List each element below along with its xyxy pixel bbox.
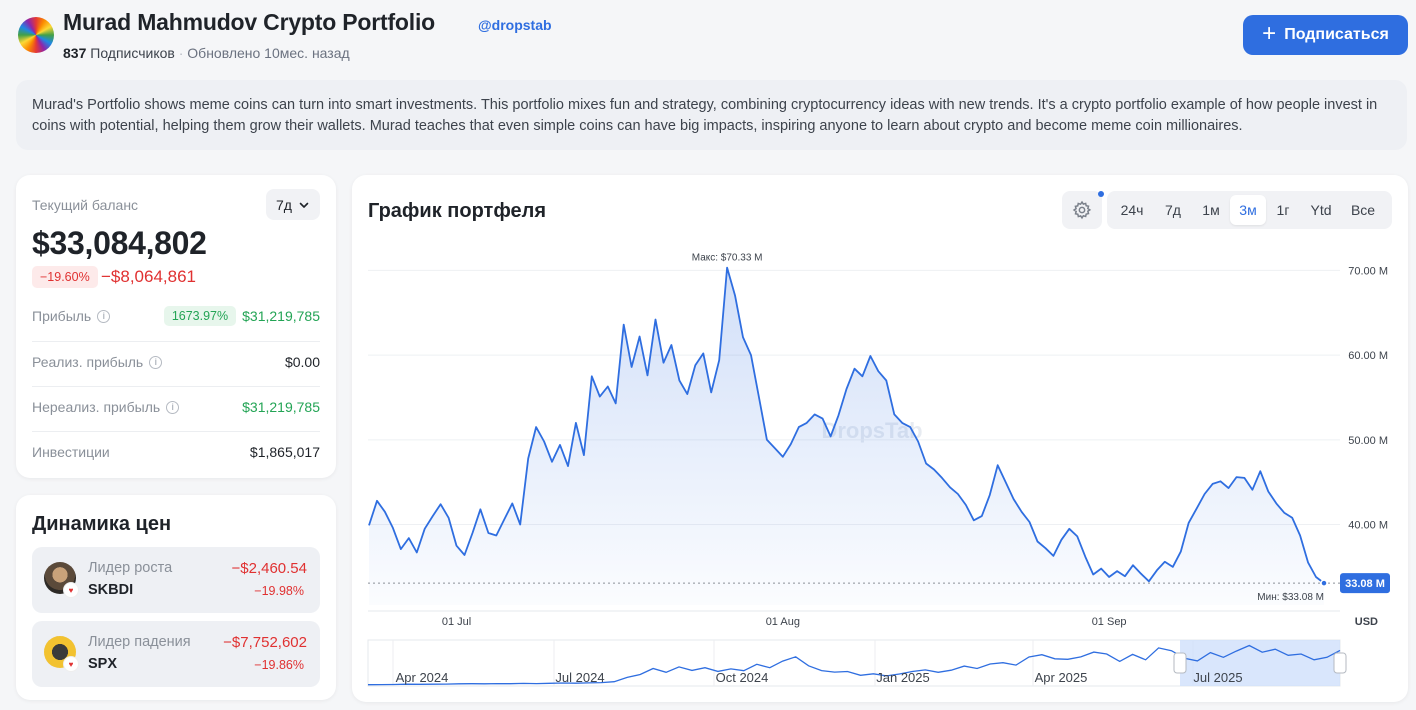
profit-row: Прибыль i 1673.97% $31,219,785 <box>32 306 320 326</box>
page-title: Murad Mahmudov Crypto Portfolio <box>63 9 436 35</box>
range-1-button[interactable]: 7д <box>1165 202 1181 218</box>
chart-settings-button[interactable] <box>1062 191 1102 229</box>
x-tick-label: 01 Jul <box>442 616 471 628</box>
range-selector: 24ч 7д 1м 3м 1г Ytd Все <box>1107 191 1392 229</box>
chart-area-fill <box>369 267 1324 605</box>
portfolio-chart[interactable]: DropsTab 70.00 M60.00 M50.00 M40.00 M Ма… <box>352 175 1408 702</box>
navigator-handle[interactable] <box>1333 652 1347 674</box>
gainer-label: Лидер роста <box>88 560 173 576</box>
navigator-label: Jan 2025 <box>876 670 930 685</box>
navigator-label: Jul 2025 <box>1193 670 1242 685</box>
chevron-down-icon <box>299 202 309 208</box>
profit-value: $31,219,785 <box>242 308 320 324</box>
profit-label: Прибыль <box>32 308 92 324</box>
portfolio-description: Murad's Portfolio shows meme coins can t… <box>16 80 1407 150</box>
loser-amount: −$7,752,602 <box>223 634 307 651</box>
info-icon[interactable]: i <box>97 309 111 323</box>
balance-change-amount: −$8,064,861 <box>101 267 197 286</box>
chart-title: График портфеля <box>368 200 547 222</box>
divider <box>32 386 320 387</box>
portfolio-meta: 837 Подписчиков · Обновлено 10мес. назад <box>63 45 350 61</box>
loser-label: Лидер падения <box>88 634 191 650</box>
balance-period-value: 7д <box>276 196 292 213</box>
investments-row: Инвестиции $1,865,017 <box>32 444 320 460</box>
navigator-label: Apr 2025 <box>1035 670 1088 685</box>
range-5-button[interactable]: Ytd <box>1310 202 1332 218</box>
navigator-handle[interactable] <box>1173 652 1187 674</box>
chart-navigator[interactable]: Apr 2024 Jul 2024 Oct 2024 Jan 2025 Apr 2025… <box>367 639 1347 687</box>
balance-change-pct: −19.60% <box>32 266 98 288</box>
balance-label: Текущий баланс <box>32 197 139 213</box>
divider <box>32 341 320 342</box>
current-value-tag <box>1340 573 1390 594</box>
unrealized-value: $31,219,785 <box>242 399 320 415</box>
updated-time: Обновлено 10мес. назад <box>187 45 350 61</box>
profit-pct: 1673.97% <box>163 306 237 326</box>
unrealized-row: Нереализ. прибыль i $31,219,785 <box>32 399 320 415</box>
dynamics-title: Динамика цен <box>32 513 172 535</box>
range-0-button[interactable]: 24ч <box>1120 202 1144 218</box>
current-value-label: 33.08 M <box>1345 578 1385 590</box>
x-tick-label: 01 Aug <box>766 616 800 628</box>
realized-label: Реализ. прибыль <box>32 354 144 370</box>
navigator-selection[interactable] <box>1180 640 1340 686</box>
range-4-button[interactable]: 1г <box>1276 202 1290 218</box>
price-dynamics-card: Динамика цен ♥ Лидер роста SKBDI −$2,460… <box>16 495 336 700</box>
realized-row: Реализ. прибыль i $0.00 <box>32 354 320 370</box>
gear-icon <box>1072 200 1092 220</box>
range-3-button[interactable]: 3м <box>1230 195 1266 225</box>
unrealized-label: Нереализ. прибыль <box>32 399 161 415</box>
heart-icon: ♥ <box>64 583 78 597</box>
navigator-label: Oct 2024 <box>716 670 769 685</box>
investments-value: $1,865,017 <box>249 444 320 460</box>
settings-indicator-dot <box>1098 191 1104 197</box>
author-handle-link[interactable]: @dropstab <box>478 17 552 33</box>
gainer-pct: −19.98% <box>254 584 304 598</box>
range-2-button[interactable]: 1м <box>1202 202 1220 218</box>
balance-card: Текущий баланс 7д $33,084,802 −19.60% −$… <box>16 175 336 478</box>
top-gainer-item[interactable]: ♥ Лидер роста SKBDI −$2,460.54 −19.98% <box>32 547 320 613</box>
x-tick-label: 01 Sep <box>1092 616 1127 628</box>
subscribe-label: Подписаться <box>1284 26 1389 43</box>
range-6-button[interactable]: Все <box>1350 202 1376 218</box>
top-loser-item[interactable]: ♥ Лидер падения SPX −$7,752,602 −19.86% <box>32 621 320 687</box>
realized-value: $0.00 <box>284 354 320 370</box>
gainer-amount: −$2,460.54 <box>231 560 308 577</box>
y-tick-label: 70.00 M <box>1348 265 1388 277</box>
max-label: Макс: $70.33 M <box>692 253 763 264</box>
gainer-symbol: SKBDI <box>88 582 134 598</box>
chart-series-line <box>368 266 1325 584</box>
current-point <box>1320 579 1328 587</box>
info-icon[interactable]: i <box>166 400 180 414</box>
min-label: Мин: $33.08 M <box>1257 592 1324 603</box>
currency-label: USD <box>1355 616 1378 628</box>
divider <box>32 431 320 432</box>
heart-icon: ♥ <box>64 657 78 671</box>
investments-label: Инвестиции <box>32 444 110 460</box>
subscribers-count: 837 <box>63 45 87 61</box>
balance-value: $33,084,802 <box>32 225 207 261</box>
navigator-label: Jul 2024 <box>555 670 604 685</box>
loser-symbol: SPX <box>88 656 118 672</box>
balance-period-select[interactable]: 7д <box>266 189 320 220</box>
subscribers-label: Подписчиков <box>90 45 175 61</box>
plus-icon: + <box>1262 19 1277 47</box>
y-tick-label: 50.00 M <box>1348 435 1388 447</box>
y-tick-label: 40.00 M <box>1348 520 1388 532</box>
portfolio-avatar <box>18 17 54 53</box>
info-icon[interactable]: i <box>149 355 163 369</box>
subscribe-button[interactable]: + Подписаться <box>1243 15 1408 55</box>
navigator-label: Apr 2024 <box>396 670 449 685</box>
loser-pct: −19.86% <box>254 658 304 672</box>
y-tick-label: 60.00 M <box>1348 350 1388 362</box>
meta-separator: · <box>178 45 184 61</box>
